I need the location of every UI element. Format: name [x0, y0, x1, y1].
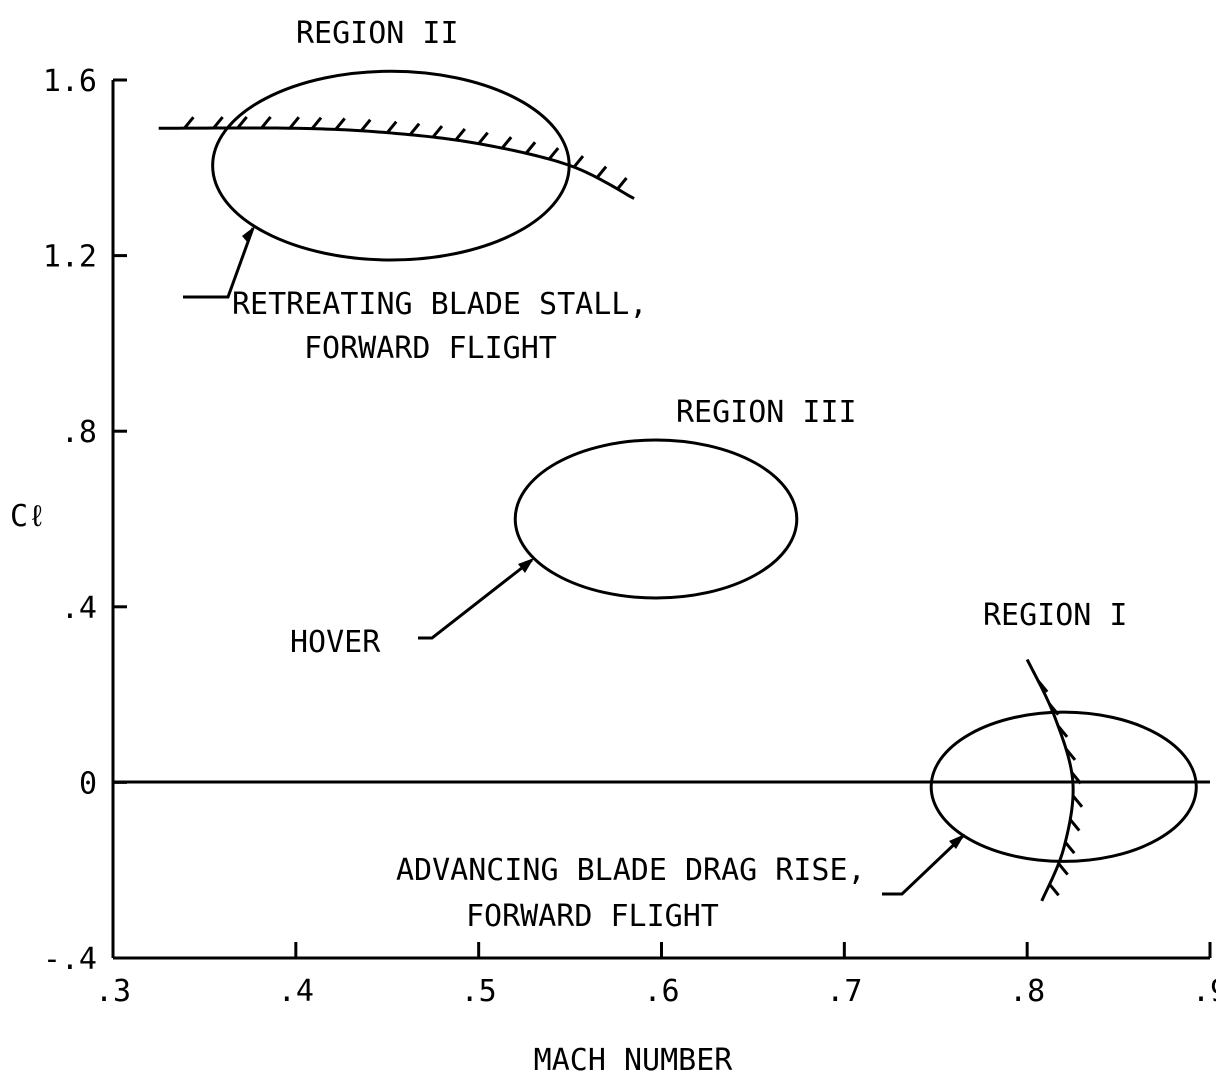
region-i-label: REGION I — [983, 598, 1128, 633]
region-ii-leader — [183, 227, 255, 299]
y-tick-label: 0 — [79, 766, 97, 801]
y-ticks: -.4 0 .4 .8 1.2 1.6 — [43, 64, 127, 977]
hatch-mark — [236, 116, 248, 129]
y-tick-label: .8 — [61, 415, 97, 450]
x-axis-title: MACH NUMBER — [534, 1043, 734, 1078]
y-axis-title: Cℓ — [10, 499, 46, 534]
hatch-mark — [454, 128, 466, 141]
hatch-mark — [1064, 747, 1077, 761]
y-tick-label: 1.2 — [43, 240, 97, 275]
hatch-mark — [386, 120, 398, 134]
hatch-mark — [1048, 883, 1060, 897]
x-tick-label: .4 — [278, 974, 314, 1009]
hatch-mark — [524, 141, 537, 155]
hatch-mark — [408, 122, 421, 136]
hatch-mark — [360, 118, 372, 132]
x-tick-label: .7 — [826, 974, 862, 1009]
hatch-mark — [1070, 771, 1082, 785]
boundary-line-2 — [1025, 658, 1075, 902]
hatch-mark — [212, 116, 224, 129]
hatch-mark — [477, 131, 489, 145]
annotations: REGION II RETREATING BLADE STALL, FORWAR… — [10, 16, 1128, 1078]
axes — [111, 80, 1210, 960]
region-i-leader — [882, 834, 965, 896]
boundaries — [158, 116, 1084, 902]
hatch-mark — [260, 116, 272, 129]
hatch-mark — [595, 165, 608, 179]
hatch-mark — [501, 136, 513, 150]
region-ellipse-3 — [929, 710, 1198, 863]
hatch-mark — [1071, 794, 1084, 808]
x-tick-label: .3 — [95, 974, 131, 1009]
hatch-mark — [1057, 862, 1069, 876]
x-tick-label: .8 — [1009, 974, 1045, 1009]
hatch-mark — [183, 116, 195, 130]
hatch-mark — [288, 116, 301, 130]
x-tick-label: .5 — [461, 974, 497, 1009]
region-iii-annotation: HOVER — [290, 625, 381, 660]
hatch-mark — [616, 177, 628, 190]
hatch-mark — [310, 116, 323, 130]
hatch-mark — [1069, 818, 1081, 832]
region-ii-label: REGION II — [296, 16, 459, 51]
region-i-arrowhead — [949, 834, 965, 849]
x-ticks: .3 .4 .5 .6 .7 .8 .9 — [95, 942, 1216, 1009]
region-iii-arrowhead — [518, 558, 534, 573]
hatch-mark — [334, 117, 346, 131]
region-ellipse-1 — [211, 69, 571, 262]
hatch-mark — [572, 155, 585, 168]
x-tick-label: .9 — [1192, 974, 1216, 1009]
y-tick-label: .4 — [61, 591, 97, 626]
region-ii-arrowhead — [242, 226, 255, 243]
regions — [211, 69, 1198, 863]
region-i-annotation-line-1: ADVANCING BLADE DRAG RISE, — [396, 853, 866, 888]
x-tick-label: .6 — [643, 974, 679, 1009]
region-ellipse-2 — [513, 438, 799, 600]
y-tick-label: -.4 — [43, 942, 97, 977]
region-i-annotation-line-2: FORWARD FLIGHT — [466, 899, 719, 934]
hatch-mark — [1064, 841, 1076, 855]
hatch-mark — [1036, 679, 1049, 693]
hatch-mark — [547, 147, 560, 161]
y-tick-label: 1.6 — [43, 64, 97, 99]
region-iii-label: REGION III — [676, 395, 857, 430]
region-ii-annotation-line-1: RETREATING BLADE STALL, — [232, 287, 647, 322]
region-ii-annotation-line-2: FORWARD FLIGHT — [304, 331, 557, 366]
hatch-mark — [431, 125, 444, 139]
region-iii-leader — [418, 558, 533, 640]
hatch-mark — [1056, 725, 1069, 738]
